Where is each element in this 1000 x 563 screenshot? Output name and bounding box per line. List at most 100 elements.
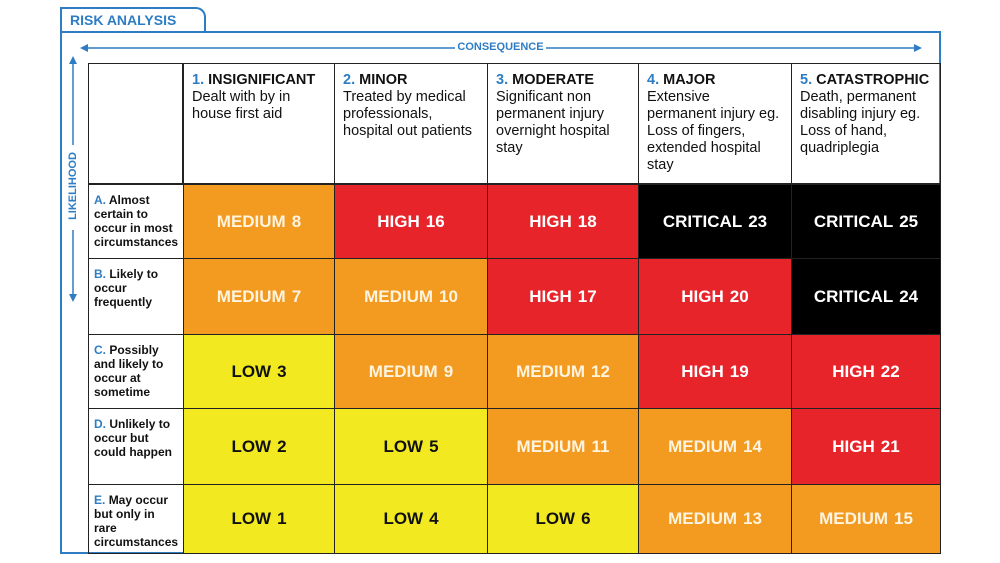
- x-axis-label: CONSEQUENCE: [457, 41, 544, 53]
- risk-level: MEDIUM: [516, 361, 586, 381]
- risk-level: LOW: [231, 509, 272, 528]
- corner-cell: [88, 63, 183, 184]
- risk-score: 2: [277, 436, 287, 456]
- row-text: Unlikely to occur but could happen: [94, 417, 172, 459]
- row-letter: E.: [94, 493, 106, 507]
- risk-cell: MEDIUM 8: [183, 184, 335, 259]
- row-header: D. Unlikely to occur but could happen: [88, 408, 184, 485]
- risk-level: CRITICAL: [813, 211, 894, 231]
- risk-level: HIGH: [832, 436, 875, 456]
- risk-cell: LOW 4: [334, 484, 488, 554]
- risk-score: 16: [425, 211, 445, 231]
- column-title: 1. INSIGNIFICANT: [192, 72, 326, 89]
- row-header: B. Likely to occur frequently: [88, 258, 184, 335]
- risk-cell: HIGH 18: [487, 184, 639, 259]
- risk-score: 15: [894, 509, 913, 528]
- risk-score: 13: [743, 509, 762, 528]
- risk-cell: HIGH 21: [791, 408, 941, 485]
- risk-cell: HIGH 17: [487, 258, 639, 335]
- row-letter: D.: [94, 417, 106, 431]
- risk-score: 5: [429, 436, 439, 456]
- risk-score: 7: [291, 286, 302, 306]
- column-name: MAJOR: [663, 72, 716, 88]
- risk-score: 6: [581, 509, 591, 528]
- column-title: 5. CATASTROPHIC: [800, 72, 932, 89]
- risk-level: HIGH: [681, 286, 724, 306]
- risk-score: 21: [880, 436, 900, 456]
- risk-score: 4: [429, 509, 439, 528]
- risk-score: 24: [899, 286, 919, 306]
- risk-score: 23: [748, 211, 768, 231]
- risk-score: 1: [277, 509, 287, 528]
- risk-score: 12: [591, 361, 610, 381]
- row-header: E. May occur but only in rare circumstan…: [88, 484, 184, 554]
- column-name: MINOR: [359, 72, 408, 88]
- risk-level: HIGH: [681, 361, 724, 381]
- column-description: Death, permanent disabling injury eg. Lo…: [800, 89, 921, 156]
- column-name: MODERATE: [512, 72, 595, 88]
- risk-score: 8: [291, 211, 302, 231]
- risk-level: MEDIUM: [216, 211, 286, 231]
- risk-level: HIGH: [529, 286, 572, 306]
- risk-score: 19: [729, 361, 749, 381]
- risk-level: MEDIUM: [668, 436, 738, 456]
- risk-cell: HIGH 19: [638, 334, 792, 409]
- risk-cell: CRITICAL 24: [791, 258, 941, 335]
- risk-score: 18: [577, 211, 597, 231]
- risk-cell: MEDIUM 15: [791, 484, 941, 554]
- risk-level: LOW: [231, 361, 272, 381]
- column-number: 5.: [800, 72, 813, 88]
- risk-level: HIGH: [832, 361, 875, 381]
- column-header: 5. CATASTROPHIC Death, permanent disablin…: [791, 63, 941, 184]
- risk-score: 11: [591, 436, 610, 456]
- risk-level: MEDIUM: [516, 436, 586, 456]
- risk-cell: MEDIUM 14: [638, 408, 792, 485]
- risk-cell: LOW 6: [487, 484, 639, 554]
- column-header: 4. MAJOR Extensive permanent injury eg. L…: [638, 63, 792, 184]
- risk-score: 9: [443, 361, 454, 381]
- risk-score: 14: [743, 436, 762, 456]
- risk-score: 17: [577, 286, 597, 306]
- title: RISK ANALYSIS: [70, 12, 177, 28]
- risk-cell: CRITICAL 25: [791, 184, 941, 259]
- row-letter: A.: [94, 193, 106, 207]
- risk-level: MEDIUM: [668, 509, 738, 528]
- risk-cell: LOW 3: [183, 334, 335, 409]
- column-name: CATASTROPHIC: [816, 72, 930, 88]
- risk-score: 25: [899, 211, 919, 231]
- column-header: 1. INSIGNIFICANT Dealt with by in house f…: [183, 63, 335, 184]
- risk-cell: LOW 5: [334, 408, 488, 485]
- risk-level: LOW: [231, 436, 272, 456]
- column-number: 1.: [192, 72, 205, 88]
- risk-cell: MEDIUM 10: [334, 258, 488, 335]
- risk-cell: MEDIUM 11: [487, 408, 639, 485]
- column-description: Significant non permanent injury overnig…: [496, 89, 610, 156]
- title-tab: RISK ANALYSIS: [60, 7, 206, 32]
- risk-cell: MEDIUM 13: [638, 484, 792, 554]
- risk-level: MEDIUM: [368, 361, 438, 381]
- column-header: 3. MODERATE Significant non permanent inj…: [487, 63, 639, 184]
- row-text: Likely to occur frequently: [94, 267, 159, 309]
- row-text: Almost certain to occur in most circumst…: [94, 193, 179, 249]
- row-letter: B.: [94, 267, 106, 281]
- column-number: 3.: [496, 72, 509, 88]
- risk-cell: MEDIUM 12: [487, 334, 639, 409]
- risk-cell: CRITICAL 23: [638, 184, 792, 259]
- column-description: Extensive permanent injury eg. Loss of f…: [647, 89, 780, 173]
- risk-score: 20: [729, 286, 749, 306]
- risk-cell: HIGH 16: [334, 184, 488, 259]
- column-description: Treated by medical professionals, hospit…: [343, 89, 472, 139]
- risk-level: HIGH: [377, 211, 420, 231]
- risk-cell: HIGH 20: [638, 258, 792, 335]
- risk-level: LOW: [535, 509, 576, 528]
- risk-level: MEDIUM: [364, 286, 434, 306]
- risk-score: 22: [880, 361, 900, 381]
- column-title: 4. MAJOR: [647, 72, 783, 89]
- column-name: INSIGNIFICANT: [208, 72, 316, 88]
- row-header: A. Almost certain to occur in most circu…: [88, 184, 184, 259]
- column-title: 3. MODERATE: [496, 72, 630, 89]
- column-number: 4.: [647, 72, 660, 88]
- risk-level: HIGH: [529, 211, 572, 231]
- risk-cell: LOW 1: [183, 484, 335, 554]
